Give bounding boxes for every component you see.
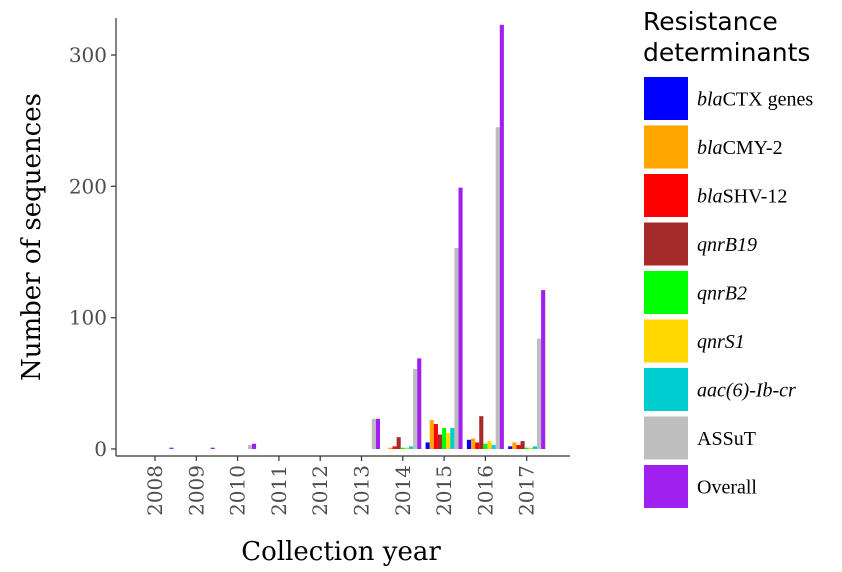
legend-label-assut: ASSuT [697,428,756,450]
y-tick-label: 300 [69,43,107,67]
bar-qnrs1-2015 [446,433,451,449]
bar-qnrb19-2015 [437,434,443,449]
bar-blacmy-2-2014 [388,447,393,449]
legend-title-line-2: determinants [643,38,810,67]
bar-qnrb2-2017 [524,447,529,449]
bar-blashv-12-2016 [475,442,480,449]
bar-overall-2010 [251,443,257,449]
legend-label-qnrb19: qnrB19 [697,234,757,256]
bar-qnrb19-2017 [520,441,525,449]
x-tick-label: 2014 [391,465,415,516]
bar-blashv-12-2017 [516,445,521,449]
x-axis-title: Collection year [241,537,441,567]
bar-assut-2013 [371,418,376,449]
legend-key-blactx-genes [644,77,688,120]
bar-qnrs1-2017 [528,447,533,449]
bar-overall-2014 [417,358,422,449]
legend-key-aac-6-ib-cr [644,368,688,411]
legend-key-qnrb19 [644,222,688,266]
bar-aac-6-ib-cr-2014 [408,446,414,449]
bar-blactx-genes-2016 [466,439,472,449]
bar-overall-2015 [458,187,463,449]
x-tick-label: 2010 [226,465,250,516]
bar-aac-6-ib-cr-2015 [450,427,455,449]
bar-blacmy-2-2017 [512,442,517,449]
bar-blacmy-2-2015 [429,420,434,449]
legend-label-blacmy-2: blaCMY-2 [697,137,783,159]
bar-qnrs1-2014 [404,447,409,449]
x-tick-label: 2017 [515,465,539,516]
bar-blashv-12-2014 [392,446,397,449]
bar-blactx-genes-2015 [425,442,430,449]
legend-label-blactx-genes: blaCTX genes [697,89,813,111]
x-tick-label: 2009 [184,465,208,516]
bar-blactx-genes-2017 [508,446,513,449]
legend-key-qnrb2 [644,271,688,314]
x-tick-label: 2008 [143,465,167,516]
bar-qnrb19-2016 [479,416,484,449]
legend-label-overall: Overall [697,477,757,499]
x-tick-label: 2013 [350,465,374,516]
y-tick-label: 200 [69,174,107,198]
legend-key-overall [644,465,688,508]
legend-key-blacmy-2 [644,125,688,169]
legend-label-qnrs1: qnrS1 [697,331,745,353]
legend-label-blashv-12: blaSHV-12 [697,186,787,208]
bar-qnrb2-2014 [400,447,405,449]
bar-blacmy-2-2016 [471,438,476,449]
x-tick-label: 2011 [267,465,291,516]
bar-aac-6-ib-cr-2016 [491,445,496,449]
plot-area [169,24,546,449]
bar-overall-2009 [210,447,215,449]
bar-assut-2015 [454,248,459,449]
bar-qnrb2-2015 [442,427,447,449]
bar-qnrb2-2016 [483,443,488,449]
axes: 0 100 200 300 2008 2009 2010 2011 2012 2013 2014 20… [69,18,570,516]
bar-assut-2016 [495,127,500,449]
bar-overall-2008 [169,447,174,449]
y-tick-label: 0 [94,437,107,461]
bar-overall-2016 [499,24,504,449]
legend-title-line-1: Resistance [643,7,778,36]
legend-key-qnrs1 [644,319,688,363]
bar-qnrb19-2014 [396,437,401,449]
bar-overall-2013 [375,418,380,449]
bar-aac-6-ib-cr-2017 [532,446,537,449]
bar-assut-2014 [413,368,418,449]
bar-assut-2017 [536,338,542,449]
legend-label-aac-6-ib-cr: aac(6)-Ib-cr [697,380,796,402]
x-tick-label: 2016 [473,465,497,516]
bar-assut-2010 [247,445,252,449]
x-tick-label: 2015 [432,465,456,516]
legend-key-assut [644,416,688,460]
bar-qnrs1-2016 [487,441,492,449]
y-tick-label: 100 [69,306,107,330]
legend-label-qnrb2: qnrB2 [697,283,747,305]
legend-key-blashv-12 [644,174,688,217]
bar-overall-2017 [541,290,546,449]
x-tick-label: 2012 [308,465,332,516]
y-axis-title: Number of sequences [17,93,47,381]
bar-blashv-12-2015 [433,424,438,449]
